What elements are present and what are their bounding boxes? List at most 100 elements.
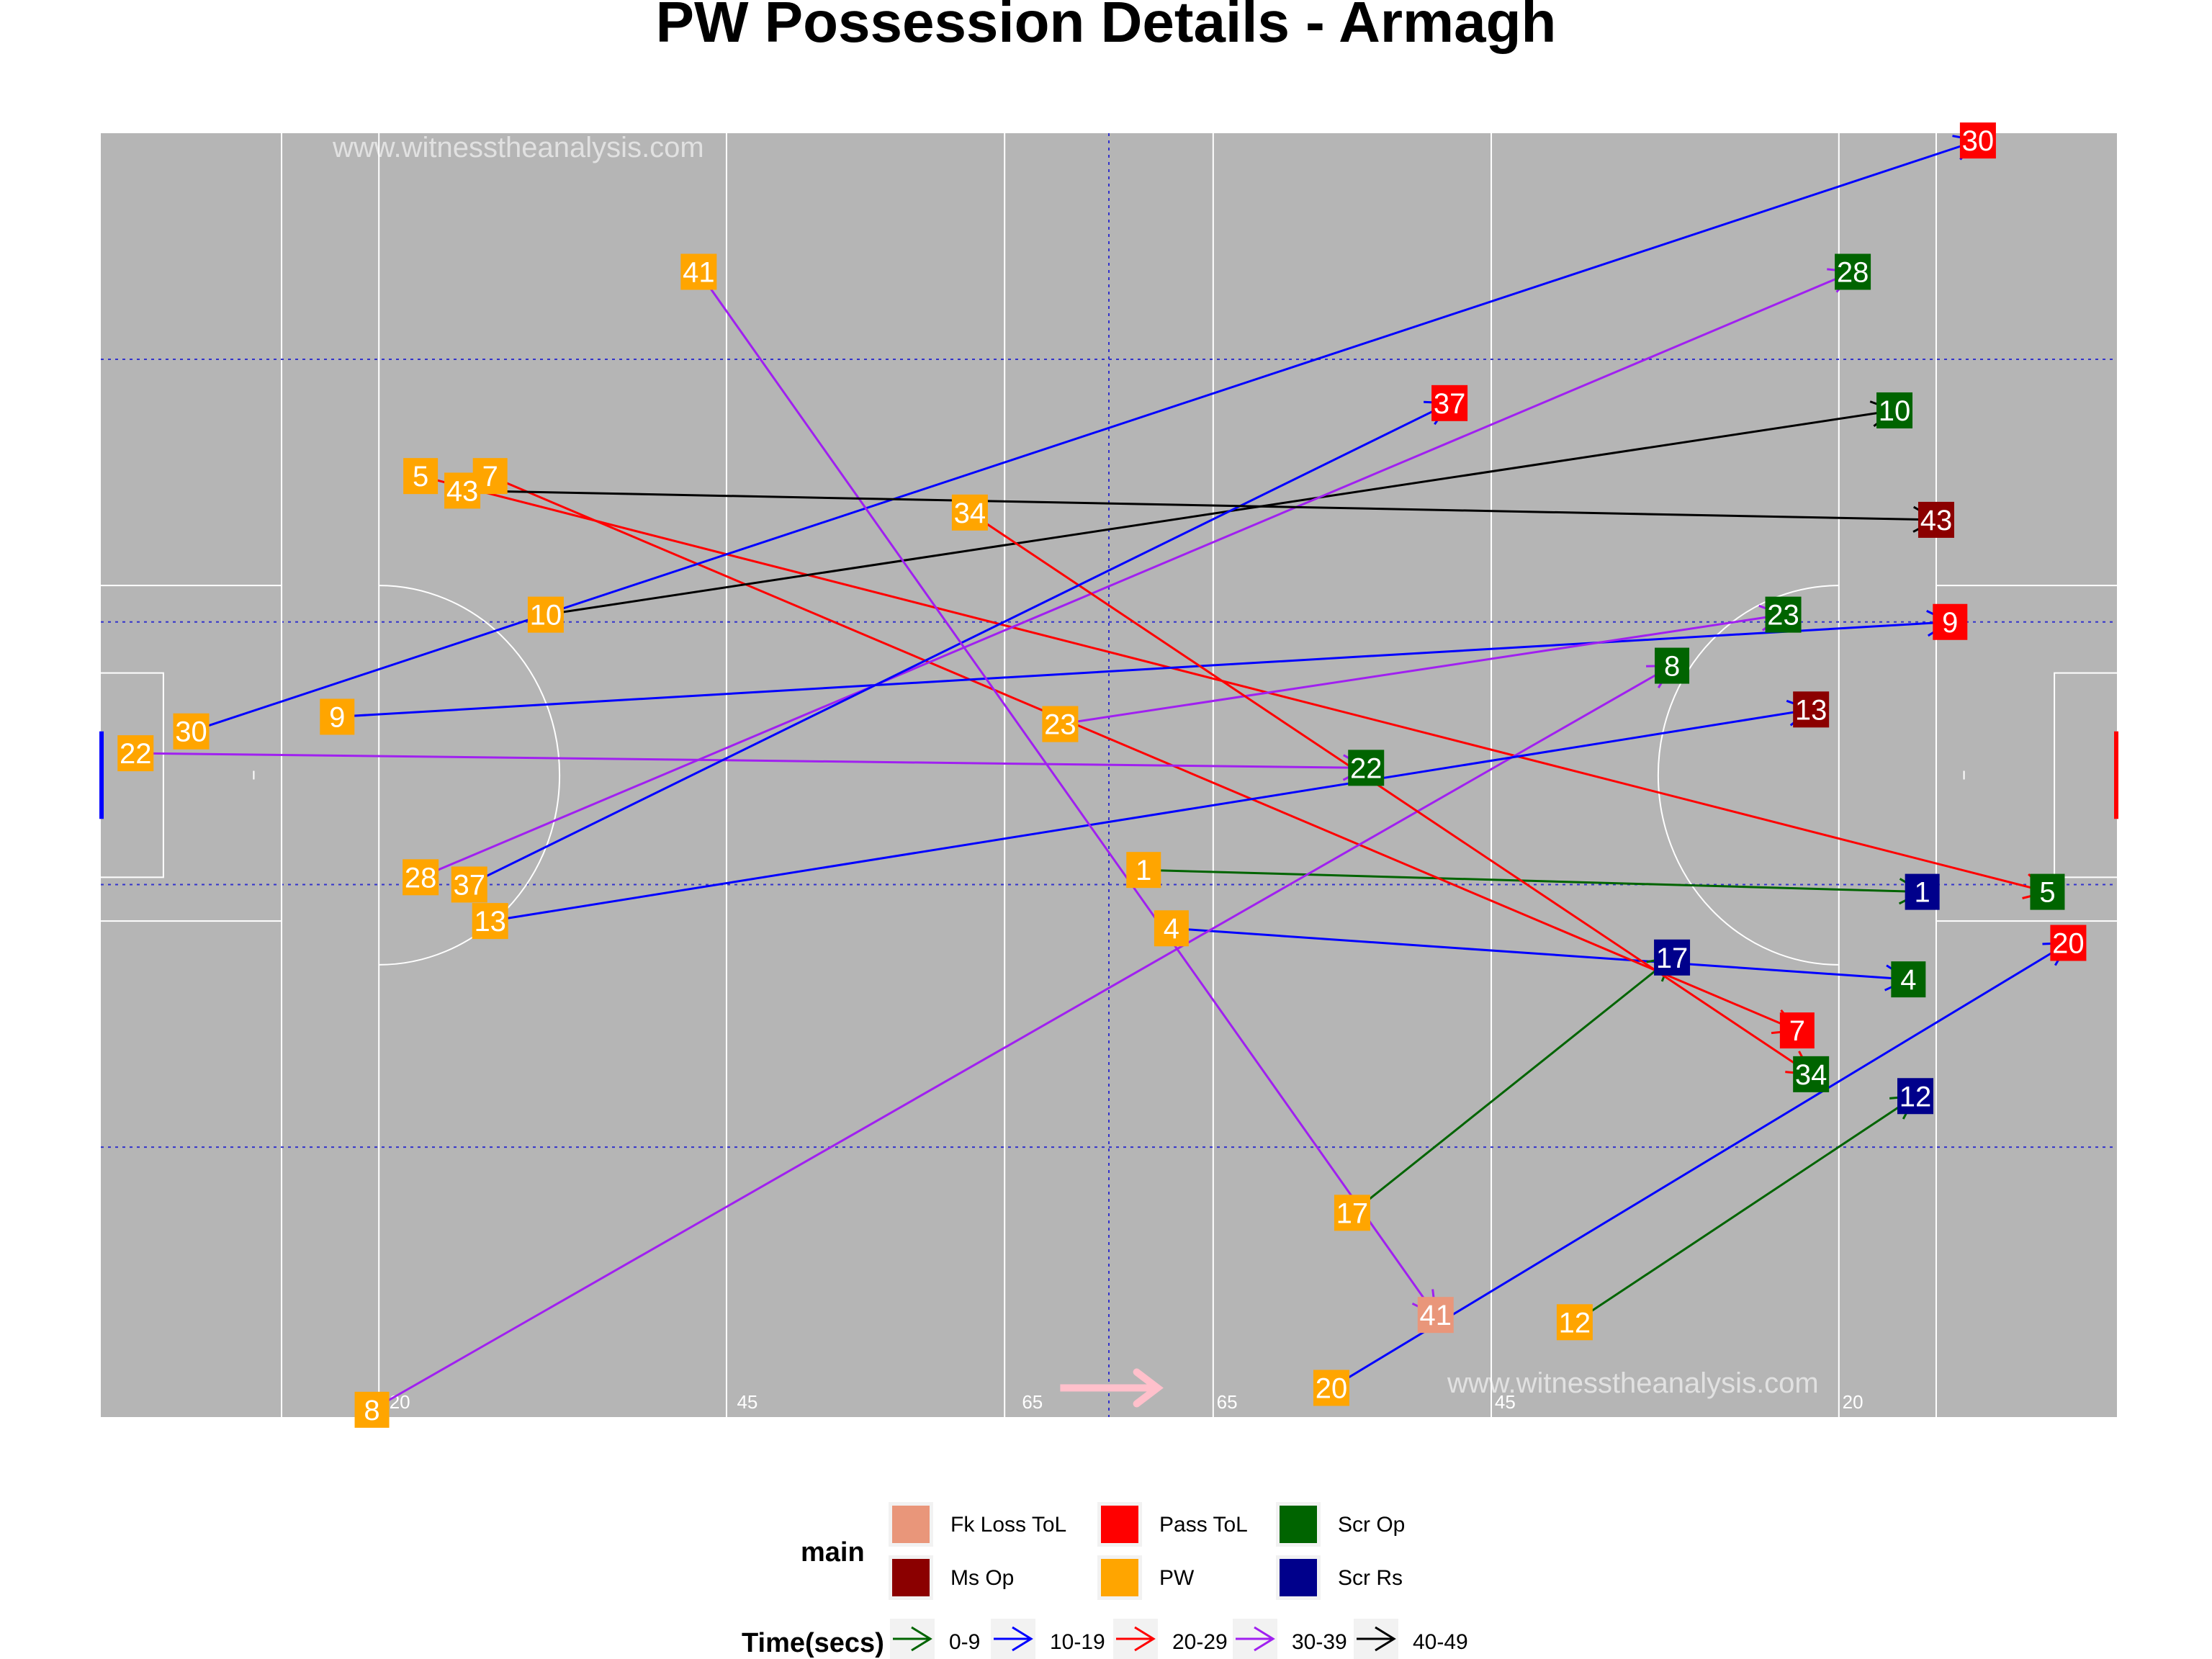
legend-label: Scr Rs	[1338, 1566, 1403, 1590]
possession-labels: 145 7891012131720222328303437414314578910…	[117, 122, 2087, 1428]
start-label-12-box	[1556, 1304, 1593, 1341]
start-label-28-box	[403, 859, 439, 896]
end-label-23-box	[1765, 596, 1802, 633]
watermark-top: www.witnesstheanalysis.com	[332, 132, 704, 163]
legend-main-items: Fk Loss ToL Pass ToL Scr Op Ms Op PW Scr Rs	[889, 1502, 1405, 1600]
end-label-28-text: 28	[1837, 256, 1869, 288]
start-label-41-box	[680, 253, 717, 290]
end-label-23-text: 23	[1767, 600, 1799, 631]
legend-key-scr-op	[1280, 1506, 1317, 1543]
end-label-10-box	[1876, 392, 1913, 428]
possession-arrows	[135, 135, 2071, 1411]
possession-arrow-22	[135, 752, 1367, 769]
large-box-left	[101, 585, 283, 922]
legend-key-pw	[1101, 1559, 1138, 1596]
start-label-12-text: 12	[1559, 1307, 1591, 1339]
end-label-5-box	[2030, 873, 2065, 910]
legend-time-label: 40-49	[1413, 1630, 1468, 1654]
pitch-tick-label: 20	[1843, 1391, 1863, 1413]
end-label-28-box	[1835, 253, 1871, 290]
possession-arrow-34	[969, 511, 1812, 1076]
end-label-5-text: 5	[2039, 877, 2055, 909]
end-label-22-box	[1348, 750, 1385, 786]
small-box-left	[101, 672, 164, 878]
watermark-bottom: www.witnesstheanalysis.com	[1447, 1367, 1819, 1399]
possession-arrow-20	[1331, 942, 2069, 1389]
small-box-right	[2054, 672, 2117, 878]
start-label-8-box	[354, 1391, 390, 1428]
end-label-1-box	[1905, 873, 1940, 910]
start-label-8-text: 8	[364, 1395, 379, 1426]
possession-arrow-13	[490, 708, 1812, 922]
end-label-22-text: 22	[1350, 752, 1382, 784]
legend-time-label: 10-19	[1050, 1630, 1105, 1654]
start-label-20-box	[1313, 1370, 1349, 1406]
pitch-tick-label: 65	[1022, 1391, 1043, 1413]
end-label-12-box	[1897, 1078, 1933, 1115]
start-label-34-text: 34	[954, 498, 986, 529]
end-label-17-box	[1654, 939, 1691, 976]
legend-label: PW	[1159, 1566, 1195, 1590]
legend: main Fk Loss ToL Pass ToL Scr Op Ms Op PW Scr…	[742, 1502, 1468, 1659]
start-label-41-text: 41	[683, 256, 715, 288]
possession-arrow-37	[469, 402, 1450, 886]
end-label-41-box	[1417, 1297, 1454, 1334]
start-label-23-text: 23	[1044, 709, 1076, 741]
start-label-13-text: 13	[474, 906, 506, 938]
start-label-17-text: 17	[1336, 1197, 1369, 1229]
end-label-8-text: 8	[1664, 651, 1680, 683]
possession-arrow-41	[698, 271, 1437, 1316]
end-label-12-text: 12	[1899, 1081, 1932, 1112]
end-label-4-box	[1891, 961, 1926, 998]
start-label-43-box	[444, 472, 481, 509]
possession-arrow-30	[191, 139, 1979, 733]
legend-label: Pass ToL	[1159, 1513, 1248, 1537]
start-label-10-text: 10	[530, 600, 562, 631]
possession-arrow-23	[1060, 613, 1784, 726]
start-label-4-text: 4	[1164, 913, 1179, 945]
possession-arrow-7	[490, 475, 1798, 1032]
arc-right	[1657, 585, 1839, 966]
end-label-9-box	[1933, 603, 1968, 640]
pitch-tick-label: 45	[737, 1391, 757, 1413]
start-label-17-box	[1334, 1195, 1370, 1231]
end-label-13-box	[1793, 691, 1830, 728]
possession-arrow-4	[1171, 927, 1909, 981]
end-label-7-box	[1779, 1012, 1815, 1049]
end-label-9-text: 9	[1942, 607, 1958, 639]
end-label-37-box	[1431, 385, 1468, 421]
start-label-20-text: 20	[1316, 1372, 1348, 1404]
end-label-20-box	[2050, 925, 2087, 961]
legend-key-ms-op	[892, 1559, 930, 1596]
start-label-5-text: 5	[413, 461, 428, 493]
end-label-8-box	[1655, 647, 1690, 684]
legend-time-items: 0-9 10-19 20-29 30-39 40-49	[890, 1619, 1468, 1659]
start-label-28-text: 28	[405, 862, 437, 894]
start-label-30-box	[173, 713, 210, 750]
end-label-43-box	[1917, 501, 1954, 538]
end-label-13-text: 13	[1795, 694, 1827, 726]
legend-key-pass-tol	[1101, 1506, 1138, 1543]
start-label-30-text: 30	[175, 716, 207, 748]
chart-title: PW Possession Details - Armagh	[656, 0, 1557, 54]
start-label-7-text: 7	[482, 461, 498, 493]
start-label-22-box	[117, 735, 154, 772]
direction-arrow-head	[1133, 1368, 1164, 1408]
large-box-right	[1935, 585, 2117, 922]
end-label-17-text: 17	[1656, 943, 1689, 974]
legend-time-arrowhead	[1254, 1626, 1275, 1652]
start-label-5-box	[403, 458, 439, 495]
start-label-43-text: 43	[446, 475, 479, 507]
possession-arrow-8	[371, 665, 1673, 1411]
end-label-1-text: 1	[1915, 877, 1930, 909]
start-label-23-box	[1042, 706, 1079, 742]
start-label-13-box	[472, 903, 508, 940]
legend-time-arrowhead	[1134, 1626, 1156, 1652]
possession-arrow-28	[420, 271, 1853, 878]
watermarks: www.witnesstheanalysis.com www.witnessth…	[332, 132, 1819, 1399]
end-label-41-text: 41	[1420, 1300, 1452, 1331]
legend-time-title: Time(secs)	[742, 1628, 884, 1658]
possession-arrow-17	[1351, 956, 1673, 1214]
legend-label: Scr Op	[1338, 1513, 1405, 1537]
